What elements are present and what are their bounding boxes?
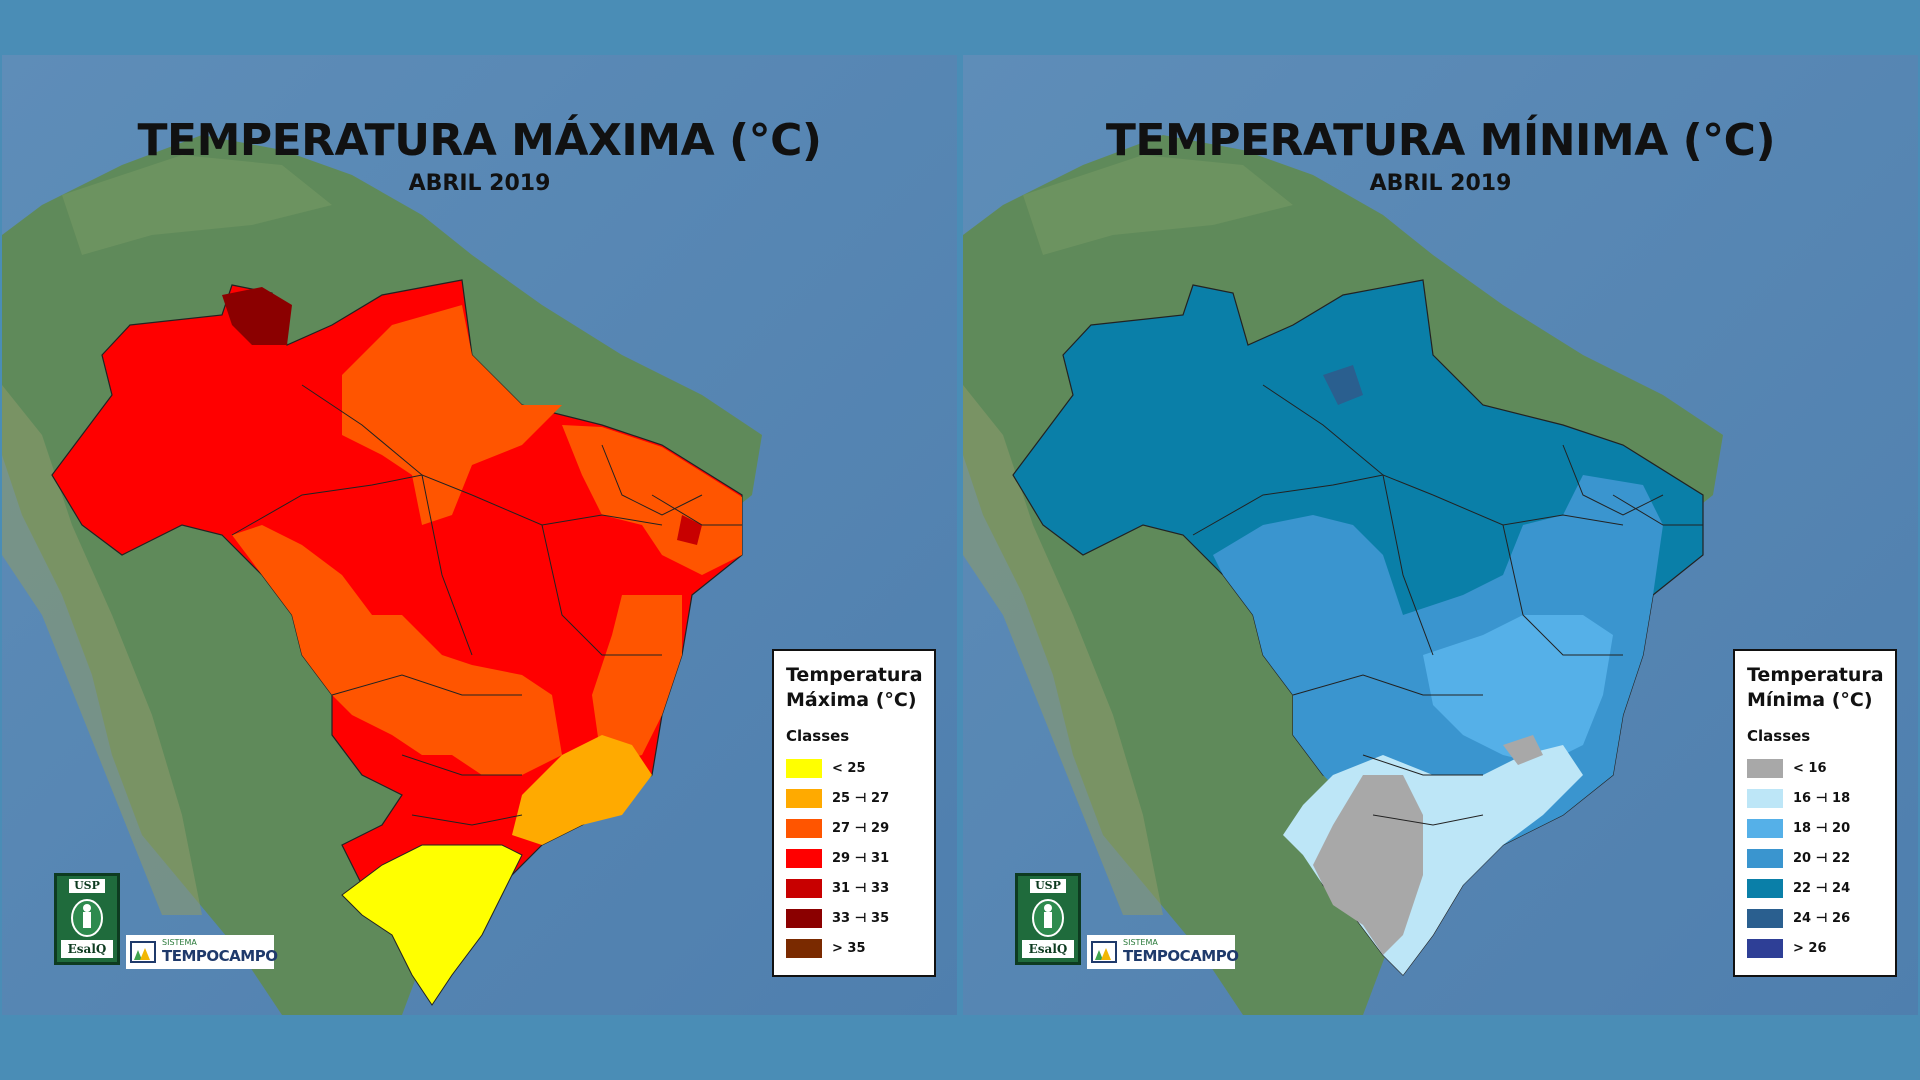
legend-item-label: 27 ⊣ 29 [832,820,890,836]
sistema-text: SISTEMA [1123,938,1158,947]
legend-item: > 35 [786,933,924,963]
legend-classes-label: Classes [1747,727,1811,745]
min-zone-24-26 [1323,365,1363,405]
legend-swatch [1747,908,1783,928]
legend-item: 31 ⊣ 33 [786,873,924,903]
max-zone-27-29-central [232,525,562,775]
legend-item: < 16 [1747,753,1885,783]
legend-item-label: 22 ⊣ 24 [1793,880,1851,896]
min-zone-below-16 [1313,775,1423,955]
legend-item: 25 ⊣ 27 [786,783,924,813]
legend-swatch [786,908,822,928]
legend-item-label: 33 ⊣ 35 [832,910,890,926]
tempocampo-text: TEMPOCAMPO [1123,947,1239,965]
min-zone-18-20 [1423,615,1613,765]
legend-max: Temperatura Máxima (°C) Classes < 25 25 … [772,649,936,977]
legend-item: > 26 [1747,933,1885,963]
map-title: TEMPERATURA MÍNIMA (°C) [1105,115,1776,166]
legend-item-label: 20 ⊣ 22 [1793,850,1851,866]
esalq-emblem-icon [1032,899,1064,937]
state-borders [1192,384,1703,826]
legend-title-line2: Mínima (°C) [1747,689,1873,711]
max-zone-25-27 [512,735,652,845]
max-zone-27-29-north [342,305,562,525]
tempocampo-icon [130,941,156,963]
legend-item-label: 25 ⊣ 27 [832,790,890,806]
esalq-logo: USP EsalQ [1015,873,1081,965]
legend-swatch [1747,758,1783,778]
legend-title-line2: Máxima (°C) [786,689,917,711]
map-subtitle: ABRIL 2019 [1369,171,1512,196]
max-zone-below-25 [341,844,523,1006]
legend-item: 20 ⊣ 22 [1747,843,1885,873]
legend-swatch [786,818,822,838]
andes-region [2,385,202,915]
legend-swatch [1747,878,1783,898]
legend-item: 24 ⊣ 26 [1747,903,1885,933]
legend-item: 27 ⊣ 29 [786,813,924,843]
sistema-text: SISTEMA [162,938,197,947]
tempocampo-text: TEMPOCAMPO [162,947,278,965]
tempocampo-icon [1091,941,1117,963]
legend-swatch [786,878,822,898]
state-borders [231,384,742,826]
legend-item-label: < 25 [832,760,866,776]
legend-item: 33 ⊣ 35 [786,903,924,933]
legend-item-label: 18 ⊣ 20 [1793,820,1851,836]
tempocampo-logo: SISTEMA TEMPOCAMPO [126,935,278,969]
legend-item: 22 ⊣ 24 [1747,873,1885,903]
legend-item: < 25 [786,753,924,783]
legend-swatch [1747,938,1783,958]
max-zone-33-35 [222,287,292,345]
legend-title-line1: Temperatura [786,664,923,686]
map-max [2,55,957,1015]
legend-min: Temperatura Mínima (°C) Classes < 16 16 … [1733,649,1897,977]
andes-region [963,385,1163,915]
legend-item-label: 31 ⊣ 33 [832,880,890,896]
tempocampo-logo: SISTEMA TEMPOCAMPO [1087,935,1239,969]
esalq-logo-text: EsalQ [61,940,113,958]
esalq-logo-text: EsalQ [1022,940,1074,958]
legend-classes-label: Classes [786,727,850,745]
legend-swatch [1747,848,1783,868]
esalq-emblem-icon [71,899,103,937]
legend-item-label: > 35 [832,940,866,956]
max-zone-31-33 [677,515,702,545]
legend-swatch [786,758,822,778]
map-title: TEMPERATURA MÁXIMA (°C) [137,115,822,166]
legend-swatch [786,938,822,958]
legend-swatch [786,848,822,868]
legend-item-label: < 16 [1793,760,1827,776]
esalq-logo: USP EsalQ [54,873,120,965]
legend-item: 18 ⊣ 20 [1747,813,1885,843]
legend-item-label: 29 ⊣ 31 [832,850,890,866]
usp-logo-text: USP [69,879,105,893]
legend-item-label: 24 ⊣ 26 [1793,910,1851,926]
map-panel-min: TEMPERATURA MÍNIMA (°C) ABRIL 2019 Tempe… [963,55,1918,1015]
map-panel-max: TEMPERATURA MÁXIMA (°C) ABRIL 2019 Tempe… [2,55,957,1015]
legend-item: 29 ⊣ 31 [786,843,924,873]
legend-title-line1: Temperatura [1747,664,1884,686]
map-subtitle: ABRIL 2019 [408,171,551,196]
legend-item: 16 ⊣ 18 [1747,783,1885,813]
legend-swatch [1747,818,1783,838]
north-coast [1023,155,1293,255]
usp-logo-text: USP [1030,879,1066,893]
legend-swatch [1747,788,1783,808]
legend-item-label: > 26 [1793,940,1827,956]
legend-item-label: 16 ⊣ 18 [1793,790,1851,806]
legend-swatch [786,788,822,808]
min-zone-below-16-small [1503,735,1543,765]
max-zone-27-29-east [592,595,682,765]
north-coast [62,155,332,255]
